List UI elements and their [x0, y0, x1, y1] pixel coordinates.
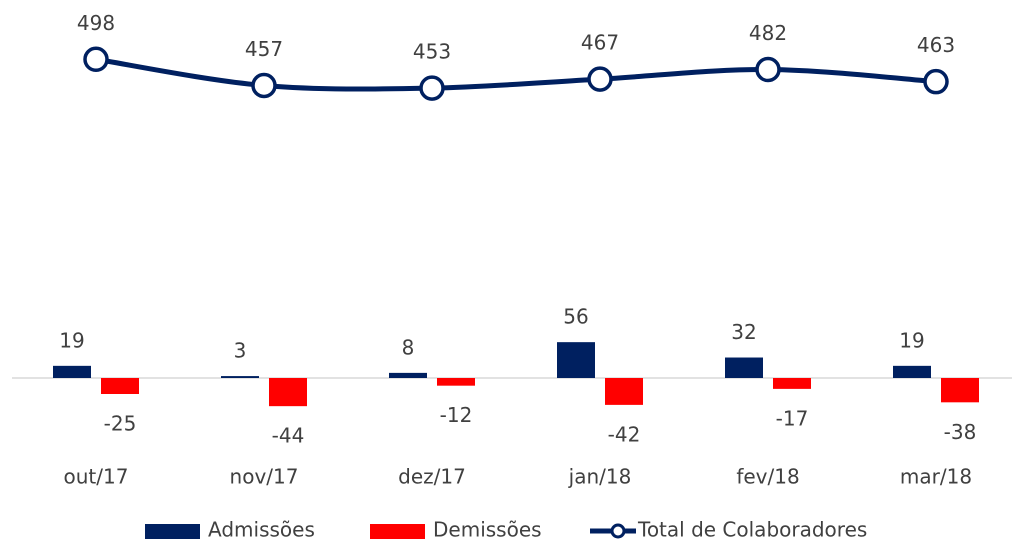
legend-label: Total de Colaboradores: [637, 518, 867, 542]
data-label: -44: [272, 424, 305, 448]
bar: [101, 378, 139, 394]
data-label: -42: [608, 422, 641, 446]
bar: [389, 372, 427, 378]
data-label: 8: [402, 335, 415, 359]
line-marker: [923, 68, 949, 95]
bar: [53, 365, 91, 378]
data-label: 56: [563, 305, 588, 329]
bar: [221, 376, 259, 378]
data-label: -12: [440, 403, 473, 427]
data-label: 463: [917, 33, 955, 57]
data-label: 457: [245, 37, 283, 61]
data-label: -38: [944, 420, 977, 444]
data-label: 32: [731, 320, 756, 344]
data-label: 453: [413, 40, 451, 64]
x-tick-label: fev/18: [736, 465, 799, 489]
line-marker: [419, 75, 445, 101]
legend-label: Admissões: [208, 518, 315, 542]
legend-swatch: [145, 524, 200, 539]
legend: Admissões Demissões Total de Colaboradores: [145, 518, 867, 542]
bar: [605, 378, 643, 405]
legend-label: Demissões: [433, 518, 542, 542]
data-label: 467: [581, 31, 619, 55]
bar: [437, 378, 475, 386]
data-label: -25: [104, 412, 137, 436]
data-label: 19: [59, 328, 84, 352]
line: [95, 56, 937, 92]
bar: [725, 357, 763, 378]
data-label: 3: [234, 339, 247, 363]
line-marker: [251, 72, 277, 99]
data-label: -17: [776, 406, 809, 430]
x-tick-label: out/17: [64, 465, 129, 489]
bar: [773, 378, 811, 389]
bar: [941, 378, 979, 403]
bar: [269, 378, 307, 407]
bar: [557, 342, 595, 378]
data-label: 482: [749, 21, 787, 45]
legend-swatch: [370, 524, 425, 539]
x-tick-label: mar/18: [900, 465, 972, 489]
bar: [893, 365, 931, 378]
legend-swatch: [610, 523, 626, 539]
line-marker: [755, 56, 781, 83]
data-label: 19: [899, 328, 924, 352]
line-marker: [83, 46, 109, 73]
data-label: 498: [77, 11, 115, 35]
x-tick-label: nov/17: [230, 465, 299, 489]
x-tick-label: dez/17: [398, 465, 466, 489]
line-marker: [587, 66, 613, 92]
x-tick-label: jan/18: [568, 465, 632, 489]
